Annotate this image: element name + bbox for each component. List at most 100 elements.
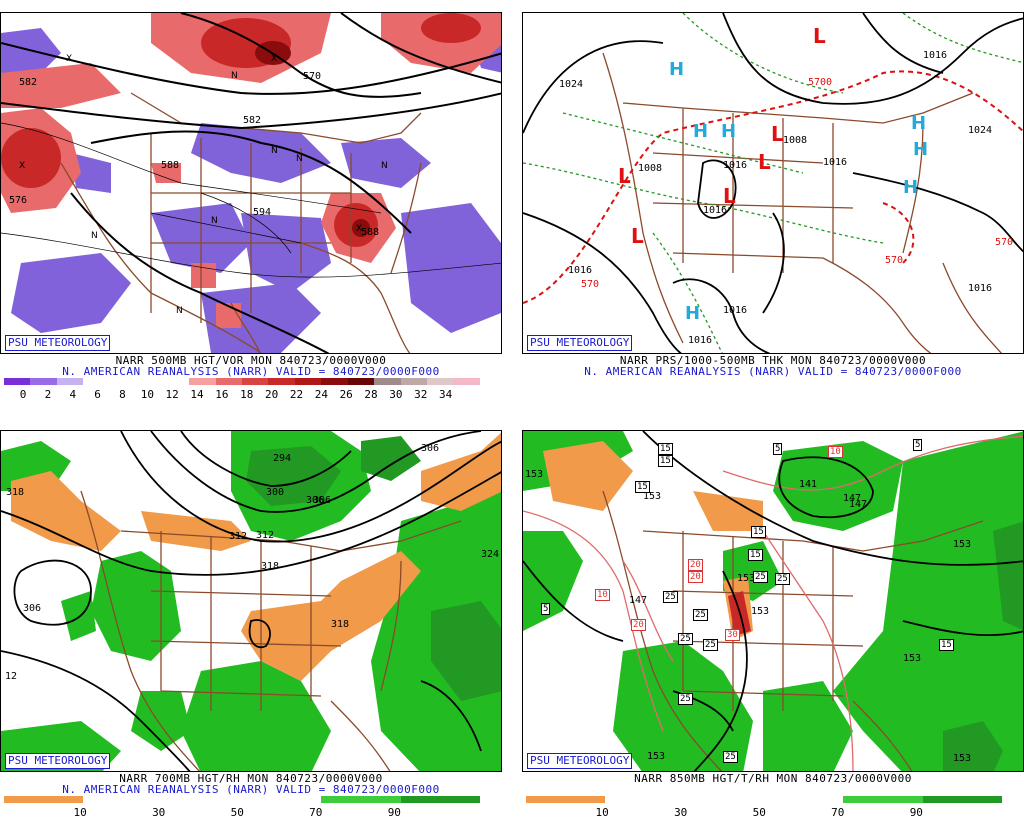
pressure-label: 1016 [568,265,592,276]
low-pressure-marker: L [631,224,644,248]
low-pressure-marker: L [813,24,826,48]
contour-label: 318 [6,487,24,498]
high-pressure-marker: H [685,303,700,324]
temperature-box-label: 25 [693,609,708,621]
temperature-box-label: 10 [828,446,843,458]
svg-text:X: X [271,54,277,64]
pressure-label: 1016 [723,160,747,171]
map-850mb-t-rh: 153 147 141 147 153 153 153 153 153 147 … [522,430,1024,772]
pressure-label: 1008 [783,135,807,146]
rh-temp-field-850mb: 153 147 141 147 153 153 153 153 153 147 … [523,431,1023,771]
colorbar-tick-label: 70 [831,806,845,819]
colorbar-tick-label: 90 [909,806,923,819]
psu-meteorology-badge: PSU METEOROLOGY [5,753,111,769]
colorbar-segment [4,796,84,803]
colorbar-segment [162,796,242,803]
low-pressure-marker: L [771,122,784,146]
temperature-box-label: 5 [773,443,783,455]
psu-meteorology-badge: PSU METEOROLOGY [527,753,633,769]
colorbar-segment [215,378,242,385]
contour-label: 147 [849,499,867,510]
high-pressure-marker: H [693,121,708,142]
svg-text:N: N [176,306,183,316]
colorbar-segment [684,796,764,803]
low-pressure-marker: L [618,164,631,188]
thickness-label: 570 [581,279,599,290]
pressure-label: 1024 [968,125,992,136]
pressure-label: 1024 [559,79,583,90]
contour-label: 153 [953,753,971,764]
colorbar-segment [843,796,923,803]
colorbar-tick-label: 14 [190,388,204,401]
colorbar-segment [321,378,348,385]
temperature-box-label: 10 [595,589,610,601]
caption-line-1: NARR 850MB HGT/T/RH MON 840723/0000V000 [634,772,912,785]
psu-meteorology-badge: PSU METEOROLOGY [5,335,111,351]
high-pressure-marker: H [903,177,918,198]
contour-label: 153 [643,491,661,502]
colorbar-tick-label: 32 [414,388,428,401]
thickness-label: 570 [995,237,1013,248]
colorbar-segment [136,378,163,385]
contour-label: 582 [243,115,261,126]
colorbar-segment [526,796,606,803]
rh-field-700mb: 318 306 312 294 300 306 312 318 318 324 … [1,431,501,771]
pressure-label: 1016 [968,283,992,294]
colorbar-tick-label: 24 [314,388,328,401]
colorbar-tick-label: 8 [119,388,126,401]
contour-label: 153 [525,469,543,480]
colorbar-segment [241,378,269,385]
colorbar-segment [109,378,137,385]
svg-text:X: X [19,161,25,171]
temperature-box-label: 15 [658,443,673,455]
contour-label: 153 [953,539,971,550]
psu-meteorology-badge: PSU METEOROLOGY [527,335,633,351]
svg-text:N: N [91,231,98,241]
colorbar-segment [162,378,190,385]
colorbar-tick-label: 0 [19,388,27,401]
contour-label: 12 [5,671,17,682]
pressure-label: 1008 [638,163,662,174]
pressure-label: 1016 [703,205,727,216]
colorbar-tick-label: 90 [387,806,401,819]
colorbar-segment [268,378,295,385]
temperature-box-label: 30 [725,629,740,641]
contour-label: 147 [843,493,861,504]
colorbar-segment [30,378,57,385]
colorbar-segment [922,796,1002,803]
temperature-box-label: 15 [748,549,763,561]
caption-line-2: N. AMERICAN REANALYSIS (NARR) VALID = 84… [62,783,440,796]
colorbar-segment [605,796,685,803]
colorbar-segment [294,378,322,385]
temperature-box-label: 5 [913,439,923,451]
colorbar-tick-label: 22 [289,388,304,401]
temperature-box-label: 15 [751,526,766,538]
vorticity-colorbar [4,378,480,385]
temperature-box-label: 25 [775,573,790,585]
contour-label: 153 [903,653,921,664]
map-500mb-vorticity: 582 570 582 576 594 588 588 NNN NNN NNX … [0,12,502,354]
colorbar-segment [241,796,322,803]
temperature-box-label: 25 [663,591,678,603]
rh-colorbar-ticks: 10 30 50 70 90 [526,806,1002,819]
low-pressure-marker: L [758,150,771,174]
rh-colorbar [526,796,1002,803]
colorbar-tick-label: 30 [152,806,166,819]
pressure-label: 1016 [688,335,712,346]
contour-label: 153 [737,573,755,584]
contour-label: 324 [481,549,499,560]
pressure-field: 1024 1016 1008 1016 1016 1008 1016 1016 … [523,13,1023,353]
contour-label: 318 [331,619,349,630]
map-700mb-rh: 318 306 312 294 300 306 312 318 318 324 … [0,430,502,772]
colorbar-segment [189,378,216,385]
temperature-box-label: 25 [723,751,738,763]
colorbar-tick-label: 2 [44,388,52,401]
colorbar-tick-label: 34 [438,388,453,401]
panel-700mb-rh: 318 306 312 294 300 306 312 318 318 324 … [0,418,502,819]
svg-text:N: N [271,146,278,156]
low-pressure-marker: L [723,184,736,208]
contour-label: 153 [647,751,665,762]
temperature-box-label: 25 [678,633,693,645]
contour-label: 576 [9,195,27,206]
temperature-box-label: 15 [658,455,673,467]
